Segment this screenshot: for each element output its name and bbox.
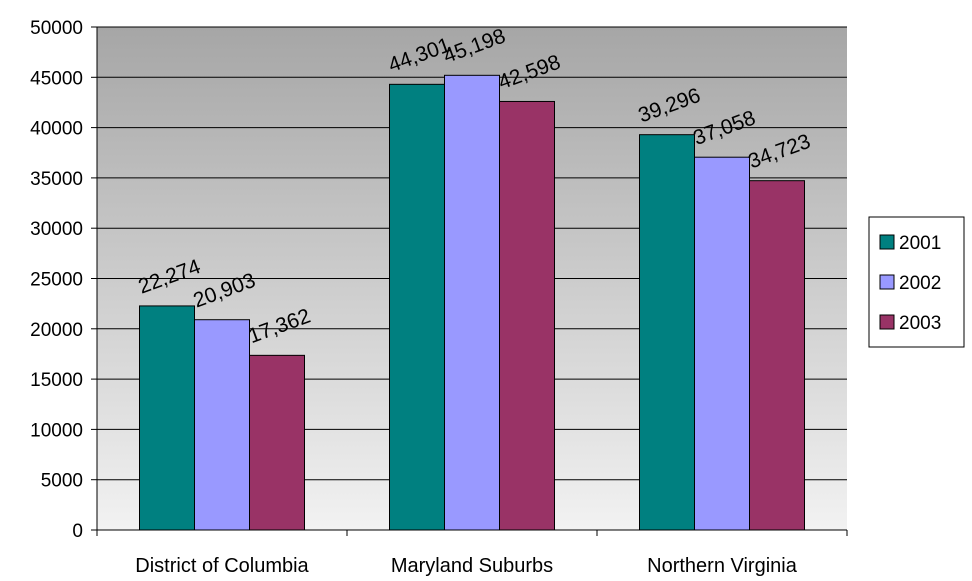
legend: 2001 2002 2003 bbox=[868, 216, 965, 348]
bar-2002 bbox=[694, 156, 750, 531]
bars bbox=[139, 74, 805, 531]
y-tick-label: 45000 bbox=[30, 68, 83, 89]
legend-swatch-2002 bbox=[879, 274, 895, 290]
bar-2001 bbox=[639, 134, 695, 531]
bar-2003 bbox=[749, 180, 805, 531]
y-tick-label: 10000 bbox=[30, 420, 83, 441]
bar-2002 bbox=[444, 74, 500, 531]
x-category-label: Northern Virginia bbox=[647, 555, 798, 577]
y-tick-label: 5000 bbox=[41, 471, 83, 492]
y-tick-label: 35000 bbox=[30, 169, 83, 190]
y-tick-label: 15000 bbox=[30, 370, 83, 391]
y-tick-label: 50000 bbox=[30, 18, 83, 39]
legend-swatch-2003 bbox=[879, 314, 895, 330]
x-category-label: Maryland Suburbs bbox=[391, 555, 553, 577]
legend-swatch-2001 bbox=[879, 234, 895, 250]
legend-label: 2003 bbox=[899, 313, 941, 334]
y-tick-label: 25000 bbox=[30, 270, 83, 291]
x-category-label: District of Columbia bbox=[135, 555, 309, 577]
axes: 0 5000 10000 15000 20000 25000 30000 35000 40000… bbox=[30, 18, 848, 577]
y-tick-label: 30000 bbox=[30, 219, 83, 240]
bar-2001 bbox=[139, 305, 195, 531]
legend-label: 2002 bbox=[899, 273, 941, 294]
y-tick-label: 40000 bbox=[30, 119, 83, 140]
bar-2002 bbox=[194, 319, 250, 531]
legend-label: 2001 bbox=[899, 233, 941, 254]
bar-2001 bbox=[389, 83, 445, 531]
y-tick-label: 0 bbox=[72, 521, 83, 542]
bar-2003 bbox=[249, 354, 305, 531]
bar-2003 bbox=[499, 100, 555, 531]
y-tick-label: 20000 bbox=[30, 320, 83, 341]
